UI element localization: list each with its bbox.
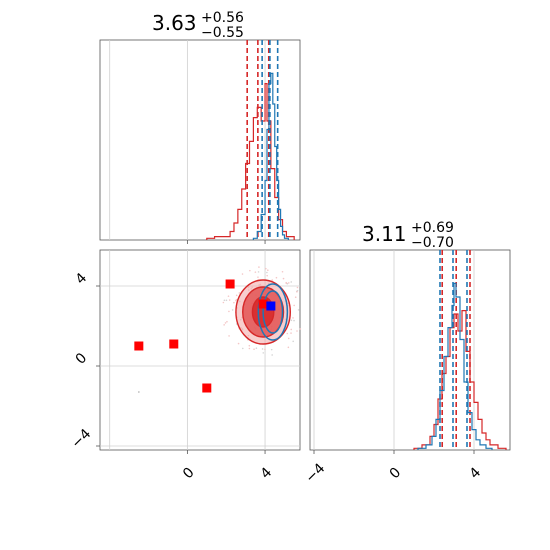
joint-plot: −4 0 4 0 4 [68,250,302,483]
joint-sample-point [248,347,251,350]
joint-sample-point [257,271,260,273]
joint-sample-point [222,301,225,304]
joint-sample-point [267,269,269,272]
right-xtick-label: 0 [387,465,405,483]
joint-sample-point [287,346,290,349]
title-param1: 3.63 [152,11,197,35]
joint-sample-point [227,295,230,297]
joint-marker-1 [169,339,179,349]
joint-sample-point [253,348,255,350]
joint-sample-point [271,279,274,281]
joint-panel [99,249,301,451]
joint-sample-point [282,277,285,280]
joint-sample-point [290,332,292,334]
joint-sample-point [231,309,234,311]
joint-marker-5 [266,301,276,311]
joint-sample-point [290,281,293,283]
joint-sample-point [287,337,290,340]
joint-sample-point [224,322,227,324]
marginal-panel-top [99,39,301,241]
joint-sample-point [223,324,225,326]
joint-sample-point [228,299,231,301]
joint-sample-point [255,347,258,349]
title-param2-minus: −0.70 [411,235,454,251]
joint-ytick-label: 4 [73,270,91,288]
joint-sample-point [266,274,268,277]
joint-ytick-label: 0 [73,350,91,368]
joint-marker-2 [202,383,212,393]
joint-sample-point [225,299,228,302]
joint-sample-point [235,294,238,297]
joint-sample-point [293,304,295,307]
joint-marker-4 [258,299,268,309]
marginal-panel-right [309,249,511,451]
joint-sample-point [294,296,297,299]
joint-sample-point [262,352,265,354]
joint-sample-point [248,344,251,347]
joint-sample-point [249,269,251,272]
joint-contour-blue-1 [262,290,284,334]
joint-sample-point [275,276,278,279]
joint-sample-point [296,290,298,293]
title-param2-median: 3.11 [362,222,407,246]
joint-sample-point [241,347,244,350]
top-hist-series-1 [252,72,289,240]
joint-contour-blue-0 [257,283,289,341]
joint-sample-point [287,282,290,284]
joint-sample-point [292,340,294,343]
joint-sample-point [292,317,294,319]
title-param2-plus: +0.69 [411,220,454,236]
right-xtick-label: −4 [302,460,328,486]
joint-sample-point [238,292,241,294]
marginal-top-plot [109,40,295,244]
joint-sample-point [296,286,299,289]
title-param2: 3.11 [362,222,407,246]
joint-sample-point [254,271,257,273]
right-xtick-label: 4 [467,465,485,483]
joint-sample-point [226,320,228,323]
joint-sample-point [286,332,289,335]
joint-sample-point [265,267,267,270]
joint-sample-point [290,328,293,331]
joint-sample-point [257,276,259,278]
joint-sample-point [241,273,244,275]
joint-sample-point [299,328,302,330]
title-param1-plus: +0.56 [201,10,244,26]
joint-marker-3 [225,279,235,289]
joint-xtick-label: 4 [258,465,276,483]
joint-sample-point [293,319,295,322]
joint-sample-point [264,348,266,351]
joint-sample-point [261,348,264,350]
joint-sample-point [290,319,293,322]
joint-marker-0 [134,341,144,351]
joint-sample-point [228,335,230,337]
title-param1-minus: −0.55 [201,25,244,41]
joint-sample-point [228,310,230,313]
top-hist-series-0 [206,83,295,240]
joint-sample-point [266,271,268,274]
joint-sample-point [297,309,300,311]
joint-sample-point [285,282,288,285]
marginal-right-plot: −4 0 4 [302,250,507,486]
joint-sample-point [271,354,273,356]
joint-sample-point [237,342,240,345]
joint-sample-point [235,298,238,301]
joint-sample-point [296,330,298,332]
joint-ytick-label: −4 [68,426,94,452]
joint-sample-point [281,270,284,273]
joint-sample-point [258,266,260,268]
joint-sample-point [223,299,226,302]
joint-sample-point [270,348,273,351]
title-param1-median: 3.63 [152,11,197,35]
right-hist-series-1 [417,282,493,450]
joint-sample-point [137,391,140,393]
joint-sample-point [233,301,235,304]
joint-xtick-label: 0 [180,465,198,483]
